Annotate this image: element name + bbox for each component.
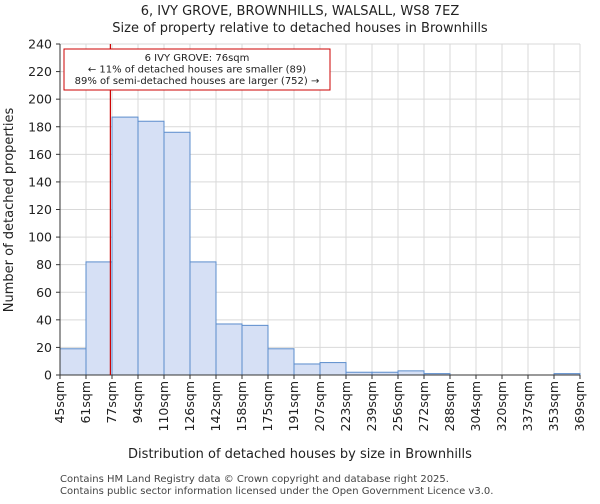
bar-158sqm <box>241 324 269 376</box>
x-tick-label: 320sqm <box>494 381 509 431</box>
x-tick-label: 110sqm <box>156 381 171 431</box>
y-tick-label: 240 <box>28 37 52 52</box>
bar-77sqm <box>111 116 139 376</box>
bar-191sqm <box>293 363 321 376</box>
x-tick-label: 272sqm <box>416 381 431 431</box>
x-tick-label: 337sqm <box>520 381 535 431</box>
bar-126sqm <box>189 261 217 376</box>
x-tick-label: 126sqm <box>182 381 197 431</box>
x-tick-label: 207sqm <box>312 381 327 431</box>
y-tick-label: 180 <box>28 119 52 134</box>
bar-142sqm <box>215 323 243 376</box>
y-tick-label: 140 <box>28 174 52 189</box>
x-tick-label: 94sqm <box>130 381 145 424</box>
bar-175sqm <box>267 348 295 376</box>
y-tick-label: 0 <box>44 368 52 383</box>
bar-94sqm <box>137 120 165 376</box>
x-tick-label: 288sqm <box>442 381 457 431</box>
annotation-line-1: 6 IVY GROVE: 76sqm <box>145 53 250 64</box>
x-tick-label: 353sqm <box>546 381 561 431</box>
annotation-line-2: ← 11% of detached houses are smaller (89… <box>88 65 306 76</box>
x-tick-label: 61sqm <box>78 381 93 424</box>
x-tick-label: 142sqm <box>208 381 223 431</box>
x-tick-label: 77sqm <box>104 381 119 424</box>
y-tick-label: 200 <box>28 92 52 107</box>
y-axis-label: Number of detached properties <box>2 108 17 313</box>
x-tick-label: 45sqm <box>52 381 67 424</box>
y-tick-label: 60 <box>36 285 52 300</box>
property-marker: 6 IVY GROVE: 76sqm← 11% of detached hous… <box>63 44 331 375</box>
y-tick-label: 220 <box>28 64 52 79</box>
y-tick-label: 80 <box>36 257 52 272</box>
footer-line-2: Contains public sector information licen… <box>60 486 493 497</box>
x-tick-label: 239sqm <box>364 381 379 431</box>
bar-256sqm <box>397 370 425 376</box>
x-axis-label: Distribution of detached houses by size … <box>128 447 472 462</box>
footer-line-1: Contains HM Land Registry data © Crown c… <box>60 474 449 485</box>
annotation-line-3: 89% of semi-detached houses are larger (… <box>75 76 320 87</box>
bar-61sqm <box>85 261 113 376</box>
x-tick-label: 223sqm <box>338 381 353 431</box>
bar-207sqm <box>319 362 347 376</box>
x-tick-label: 256sqm <box>390 381 405 431</box>
x-tick-label: 191sqm <box>286 381 301 431</box>
y-tick-label: 120 <box>28 202 52 217</box>
annotation-box <box>63 48 331 91</box>
x-tick-labels: 45sqm 61sqm 77sqm 94sqm 110sqm 126sqm 142sqm 15… <box>52 375 587 431</box>
bars-layer <box>59 116 581 376</box>
y-tick-label: 40 <box>36 312 52 327</box>
y-tick-label: 100 <box>28 230 52 245</box>
bar-45sqm <box>59 348 87 376</box>
x-tick-label: 158sqm <box>234 381 249 431</box>
bar-110sqm <box>163 131 191 376</box>
x-tick-label: 304sqm <box>468 381 483 431</box>
x-tick-label: 175sqm <box>260 381 275 431</box>
x-tick-label: 369sqm <box>572 381 587 431</box>
y-tick-label: 20 <box>36 340 52 355</box>
chart-subtitle: Size of property relative to detached ho… <box>112 21 488 36</box>
y-tick-label: 160 <box>28 147 52 162</box>
y-tick-labels: 0 20 40 60 80 100 120 140 160 180 200 220 240 <box>28 37 60 383</box>
chart-title: 6, IVY GROVE, BROWNHILLS, WALSALL, WS8 7… <box>141 4 460 19</box>
